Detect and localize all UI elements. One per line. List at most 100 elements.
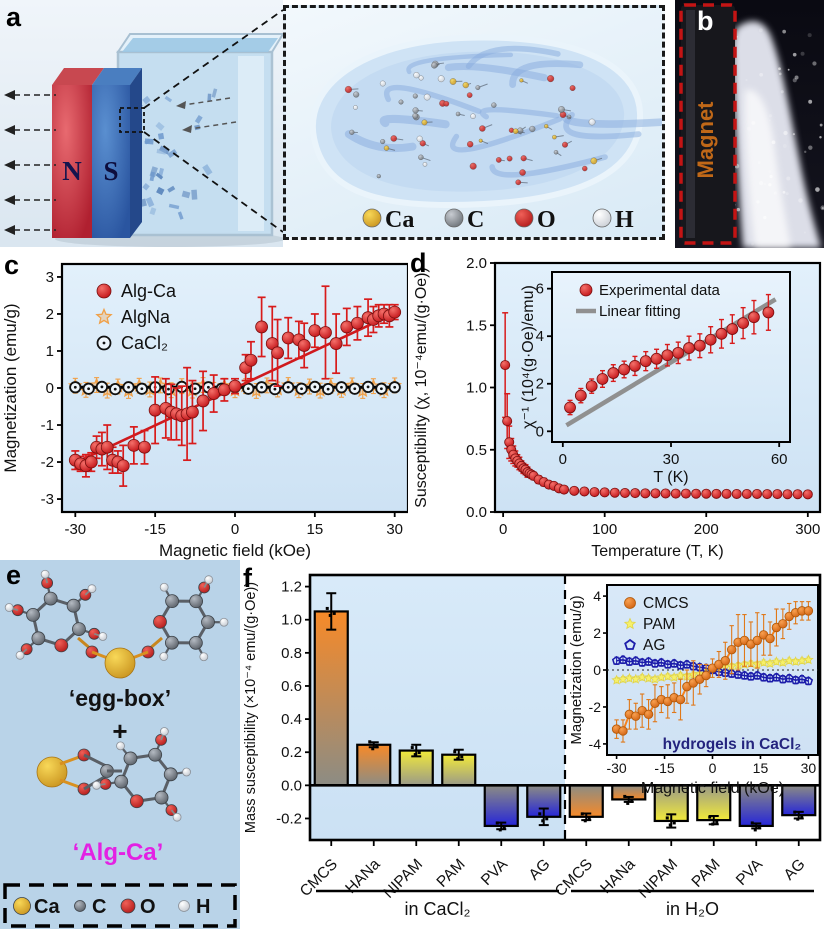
legend-label: PAM — [643, 616, 675, 633]
x-tick-label: -15 — [654, 760, 674, 776]
data-point — [609, 487, 620, 498]
data-point — [36, 756, 68, 788]
magnet-photo: Magnet — [675, 0, 824, 248]
x-tick-label: 15 — [753, 760, 769, 776]
data-point — [502, 416, 513, 427]
data-point — [618, 726, 628, 736]
data-point — [704, 333, 717, 346]
y-axis-label: Mass susceptibility (×10⁻⁴ emu/(g·Oe)) — [243, 582, 259, 833]
inset-note: hydrogels in CaCl₂ — [663, 736, 802, 753]
arrow-head-icon — [4, 90, 15, 100]
y-tick-label: -1 — [41, 417, 54, 434]
data-point — [741, 488, 752, 499]
hydrogel-molecular-view: Ca C O H — [309, 34, 662, 233]
legend-label: Experimental data — [599, 282, 721, 299]
arrow-head-icon — [4, 125, 15, 135]
data-point — [188, 635, 203, 650]
data-point — [693, 339, 706, 352]
data-point — [670, 488, 681, 499]
data-point — [731, 488, 742, 499]
data-point — [715, 327, 728, 340]
data-point — [782, 489, 793, 500]
group-label: in H₂O — [666, 899, 719, 919]
category-label: PVA — [733, 855, 767, 889]
data-point — [189, 594, 204, 609]
data-point — [178, 900, 190, 912]
data-point — [660, 488, 671, 499]
x-tick-label: -30 — [606, 760, 626, 776]
group-label: in CaCl₂ — [404, 899, 470, 919]
data-point — [159, 582, 169, 592]
bar-cmcs-cacl2 — [313, 610, 349, 787]
data-point — [104, 647, 136, 679]
data-point — [340, 320, 354, 334]
chart-c-magnetization: -30 -15 0 15 30 -3 -2 -1 0 1 2 3 Magnetic field (kOe… — [0, 250, 408, 560]
hydrogel-fluff — [732, 21, 824, 248]
data-point — [219, 617, 229, 627]
data-point — [172, 812, 182, 822]
y-tick-label: -0.2 — [276, 810, 302, 827]
y-tick-label: 2 — [46, 306, 54, 323]
data-point — [579, 486, 590, 497]
data-point — [165, 594, 180, 609]
chart-f-inset-legend: CMCS PAM AG — [623, 595, 689, 654]
x-tick-label: 100 — [592, 521, 617, 538]
atom-legend-label: C — [92, 896, 106, 918]
panel-label-a: a — [6, 2, 22, 32]
alg-ca-label: ‘Alg-Ca’ — [73, 839, 164, 866]
data-point — [96, 283, 112, 299]
x-tick-label: 30 — [663, 451, 680, 468]
data-point — [159, 727, 169, 736]
y-tick-label: 0 — [593, 662, 601, 678]
data-point — [672, 346, 685, 359]
y-tick-label: 1.5 — [466, 317, 487, 334]
y-tick-label: -3 — [41, 491, 54, 508]
data-point — [691, 488, 702, 499]
y-tick-label: 2 — [536, 376, 544, 393]
data-point — [116, 741, 125, 751]
data-point — [618, 363, 631, 376]
data-point — [84, 455, 98, 469]
data-point — [26, 608, 40, 622]
y-tick-label: 0 — [536, 423, 544, 440]
data-point — [87, 584, 97, 594]
data-point — [564, 401, 576, 414]
data-point — [217, 383, 231, 397]
data-point — [675, 694, 686, 705]
data-point — [726, 323, 739, 335]
egg-box-label: ‘egg-box’ — [69, 685, 171, 711]
data-point — [792, 489, 803, 500]
atom-legend-label: H — [615, 207, 634, 233]
x-tick-label: 15 — [307, 521, 324, 538]
data-point — [701, 488, 712, 499]
data-point — [116, 459, 130, 473]
field-line-arrows — [4, 90, 237, 235]
category-label: CMCS — [297, 856, 341, 900]
alg-ca-structure — [36, 727, 191, 822]
bar-hana-cacl2 — [356, 743, 392, 787]
category-label: AG — [781, 856, 809, 884]
category-label: PAM — [689, 856, 724, 891]
data-point — [720, 656, 730, 666]
magnetization-chart: -30 -15 0 15 30 -3 -2 -1 0 1 2 3 Magnetic field (kOe… — [1, 262, 408, 560]
data-point — [204, 575, 214, 585]
y-tick-label: 6 — [536, 281, 544, 298]
y-tick-label: 1.2 — [281, 579, 302, 596]
magnet-photo-bar: Magnet — [679, 3, 737, 245]
data-point — [803, 606, 814, 616]
chart-d-inset-legend: Experimental data Linear fitting — [576, 282, 721, 320]
data-point — [15, 650, 25, 660]
data-point — [244, 353, 258, 367]
data-point — [4, 603, 14, 612]
legend-label: CaCl₂ — [121, 333, 168, 353]
series-inv-chi — [564, 293, 775, 416]
data-point — [100, 440, 114, 454]
data-point — [271, 346, 284, 360]
data-point — [721, 488, 732, 499]
atom-legend-label: Ca — [34, 896, 60, 918]
data-point — [95, 307, 113, 325]
data-point — [228, 379, 242, 393]
data-point — [444, 208, 464, 228]
data-point — [574, 389, 587, 402]
